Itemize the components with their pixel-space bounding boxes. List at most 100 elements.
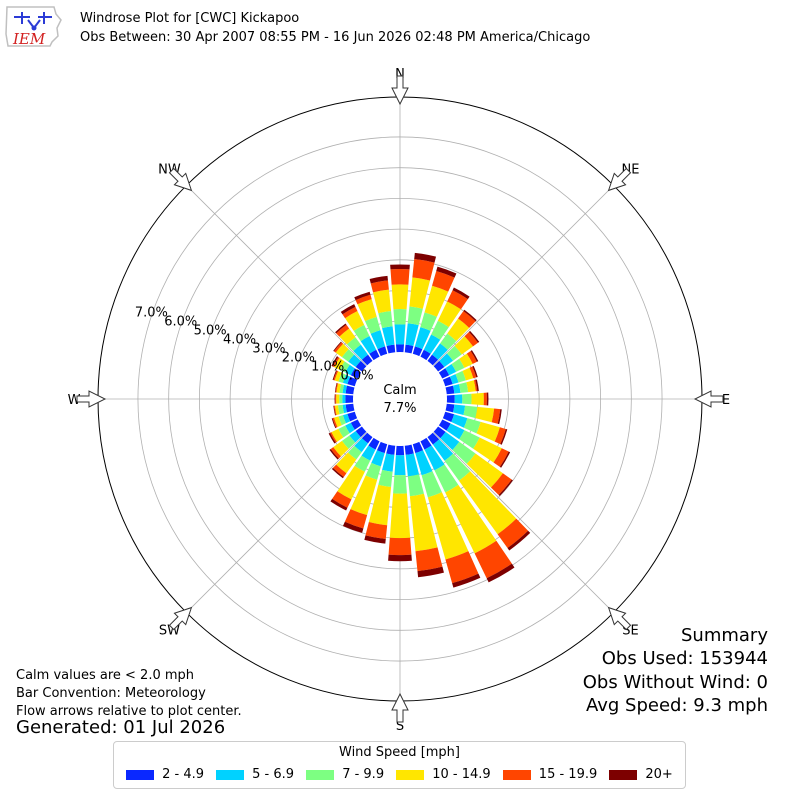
wind-bar-segment [338,415,346,426]
wind-bar-segment [432,271,455,292]
legend-item: 5 - 6.9 [216,767,294,782]
wind-bar-segment [440,333,457,350]
wind-bar-segment [431,320,449,340]
wind-bar-segment [354,438,369,453]
radial-tick-label: 7.0% [135,305,168,320]
wind-bar-segment [361,445,376,461]
wind-bar-segment [341,349,355,362]
wind-bar-segment [330,498,348,511]
legend-label: 5 - 6.9 [252,767,295,782]
wind-bar-segment [458,311,476,328]
wind-bar-segment [442,411,455,423]
wind-bar-segment [498,479,513,497]
wind-bar-segment [470,350,479,362]
iowa-map-icon: IEM [5,6,62,48]
wind-bar-segment [466,453,503,488]
legend: Wind Speed [mph] 2 - 4.9 5 - 6.9 7 - 9.9 10… [113,741,686,789]
flow-arrow-icon [607,167,632,192]
wind-bar-segment [334,394,336,404]
wind-bar-segment [490,473,512,495]
wind-bar-segment [342,394,346,404]
wind-bar-segment [432,439,454,461]
wind-bar-segment [378,310,393,329]
legend-title: Wind Speed [mph] [339,745,460,760]
wind-bar-segment [334,371,342,382]
wind-bar-segment [333,341,342,352]
wind-bar-segment [438,368,450,379]
wind-bar-segment [347,445,362,460]
wind-bar-segment [445,551,479,584]
wind-bar-segment [370,330,386,350]
wind-bar-segment [388,554,412,562]
wind-bar-segment [472,365,478,378]
wind-bar-segment [333,405,336,416]
wind-bar-segment [474,540,512,579]
wind-bar-segment [414,252,437,263]
wind-bar-segment [331,356,339,367]
wind-bar-segment [370,280,389,293]
wind-bar-segment [378,469,393,488]
wind-bar-segment [451,414,468,428]
wind-bar-segment [415,547,443,572]
wind-bar-segment [353,344,369,360]
wind-bar-segment [446,345,462,361]
wind-bar-segment [386,444,396,455]
radial-tick-label: 6.0% [164,314,197,329]
wind-bar-segment [466,350,477,364]
wind-bar-segment [388,537,412,556]
wind-bar-segment [455,370,466,383]
wind-bar-segment [335,323,347,334]
compass-label-s: S [396,719,404,734]
wind-bar-segment [446,394,455,404]
wind-bar-segment [350,419,362,430]
wind-bar-segment [462,393,472,405]
wind-bar-segment [423,334,441,354]
grid-spoke [186,431,368,613]
wind-bar-segment [421,471,442,498]
wind-bar-segment [345,311,365,331]
wind-bar-segment [407,306,423,326]
wind-bar-segment [475,379,479,392]
wind-bar-segment [463,309,477,322]
wind-bar-segment [361,432,373,444]
legend-swatch [502,769,531,780]
wind-bar-segment [507,530,531,551]
wind-bar-segment [353,324,370,342]
logo-text: IEM [12,30,46,48]
calm-note: Calm values are < 2.0 mph [16,668,195,683]
wind-bar-segment [357,299,377,322]
wind-bar-segment [404,444,414,455]
wind-bar-segment [342,404,347,414]
wind-bar-segment [338,372,346,383]
wind-bar-segment [453,404,466,416]
flow-arrow-shape [391,75,409,106]
legend-label: 7 - 9.9 [342,767,385,782]
wind-bar-segment [330,432,337,443]
wind-bar-segment [466,380,476,393]
compass-label-n: N [395,67,405,82]
wind-bar-segment [390,264,410,270]
wind-bar-segment [345,364,355,376]
legend-swatch [216,769,245,780]
wind-bar-segment [371,450,385,467]
wind-bar-segment [339,384,345,394]
wind-bar-segment [497,518,529,549]
wind-bar-segment [409,493,438,552]
wind-bar-segment [424,445,445,471]
wind-bar-segment [433,360,445,372]
calm-value: 7.7% [383,401,416,416]
wind-bar-segment [347,411,358,422]
polar-overlay: Calm 7.7% 0.0%1.0%2.0%3.0%4.0%5.0%6.0%7.0%… [68,67,731,734]
wind-bar-segment [332,357,340,368]
wind-bar-segment [500,428,508,445]
wind-bar-segment [417,566,444,578]
wind-bar-segment [454,394,463,404]
wind-bar-segment [405,453,420,477]
wind-bar-segment [368,437,380,450]
wind-bar-segment [431,343,448,360]
wind-bar-segment [332,417,338,428]
wind-bar-segment [347,376,358,387]
wind-bar-segment [390,269,410,285]
wind-bar-segment [335,343,349,358]
generated-date: Generated: 01 Jul 2026 [16,717,226,738]
